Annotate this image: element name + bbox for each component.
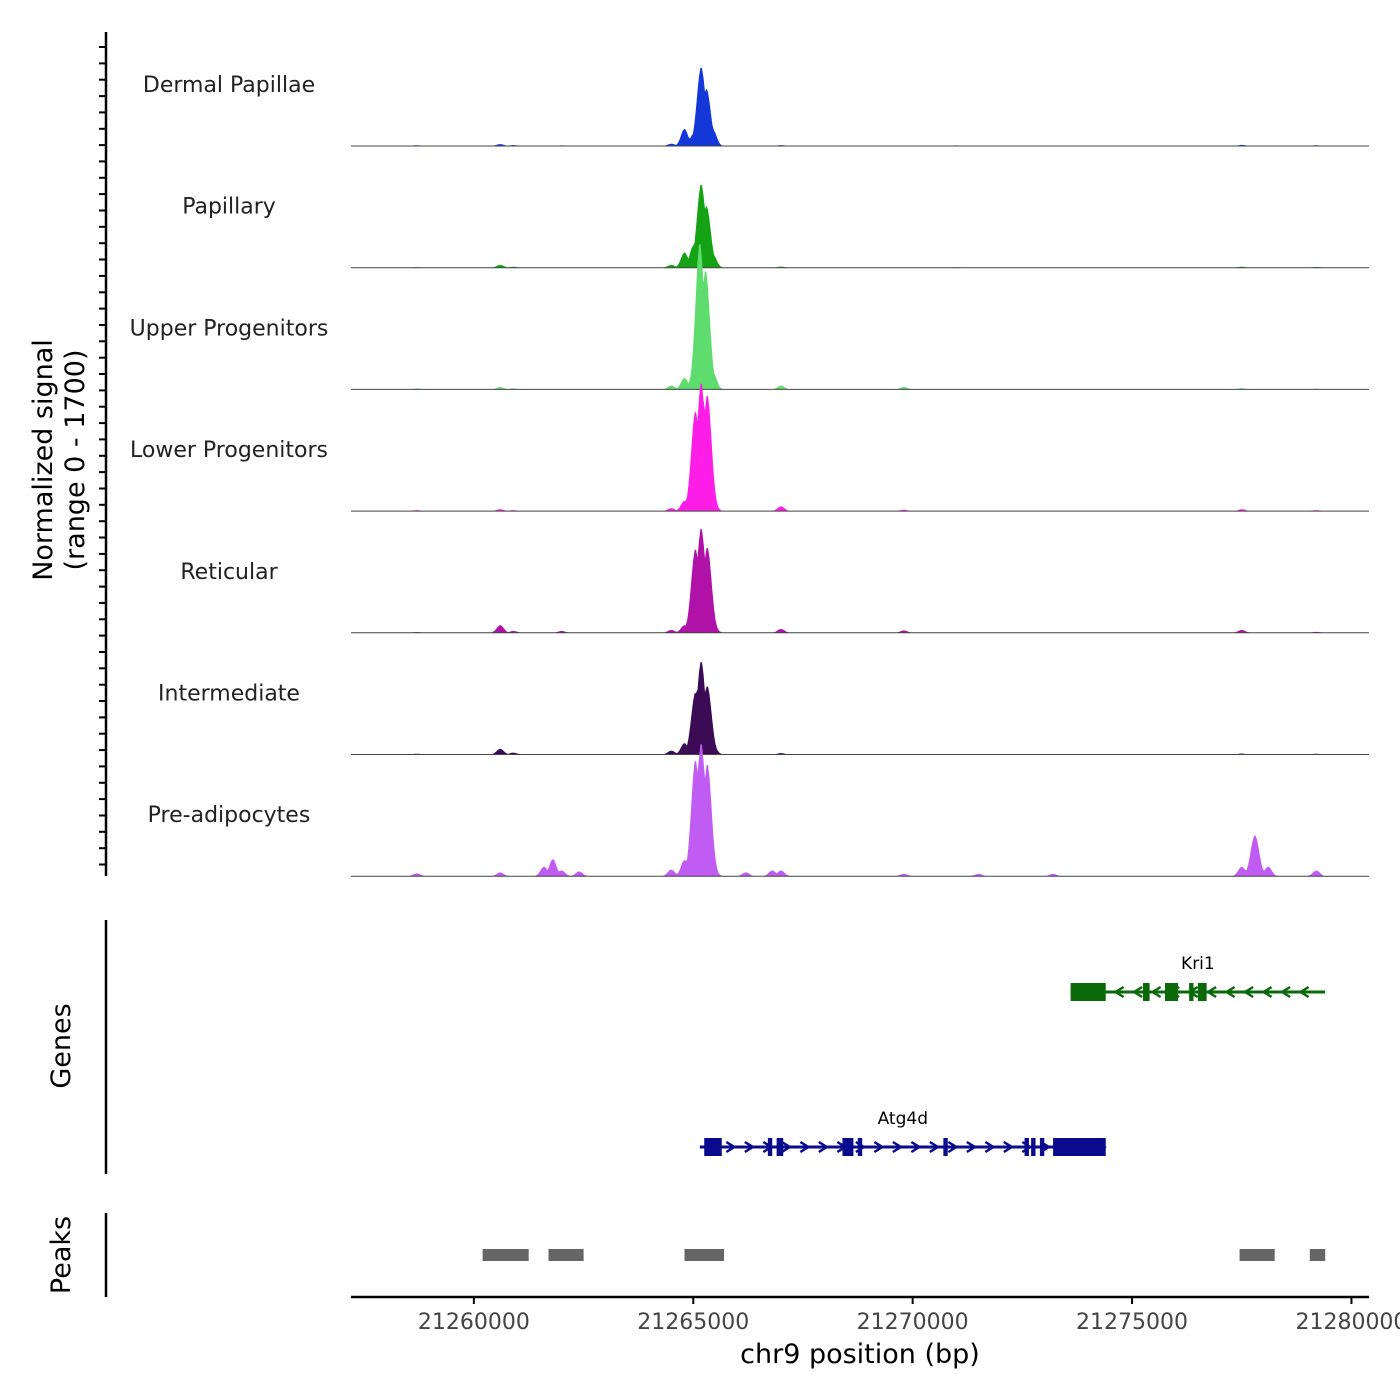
- track-intermediate: Intermediate: [158, 661, 1369, 755]
- strand-arrow: [781, 1140, 793, 1154]
- track-pre-adipocytes: Pre-adipocytes: [148, 743, 1369, 877]
- exon: [704, 1138, 722, 1156]
- signal-area: [351, 661, 1323, 755]
- track-label: Intermediate: [158, 682, 300, 707]
- gene-atg4d: Atg4d: [699, 1109, 1107, 1156]
- strand-arrow: [892, 1140, 904, 1154]
- track-label: Lower Progenitors: [130, 438, 328, 463]
- x-tick-label: 21275000: [1076, 1310, 1188, 1335]
- signal-area: [351, 243, 1323, 390]
- peaks-ylabel: Peaks: [46, 1216, 77, 1294]
- peak-region: [1239, 1249, 1275, 1261]
- track-label: Reticular: [180, 560, 278, 585]
- x-axis-ticks: 21260000 21265000 21270000 21275000 21280000: [418, 1297, 1400, 1335]
- gene-models: Kri1 Atg4d: [699, 954, 1326, 1156]
- exon: [1039, 1138, 1045, 1156]
- strand-arrow: [1150, 985, 1162, 999]
- strand-arrow: [1131, 985, 1143, 999]
- signal-axis: [99, 32, 108, 876]
- exon: [776, 1138, 784, 1156]
- strand-arrow: [1242, 985, 1254, 999]
- exon: [842, 1138, 854, 1156]
- exon: [1143, 983, 1150, 1001]
- x-tick-label: 21270000: [857, 1310, 969, 1335]
- track-label: Pre-adipocytes: [148, 803, 311, 828]
- exon: [1197, 983, 1207, 1001]
- strand-arrow: [910, 1140, 922, 1154]
- track-reticular: Reticular: [180, 528, 1369, 634]
- peak-region: [482, 1249, 529, 1261]
- x-axis-label: chr9 position (bp): [740, 1339, 980, 1370]
- gene-label: Atg4d: [878, 1109, 928, 1129]
- gene-label: Kri1: [1181, 954, 1215, 974]
- exon: [1164, 983, 1179, 1001]
- exon: [1024, 1138, 1029, 1156]
- signal-area: [351, 383, 1323, 512]
- gene-kri1: Kri1: [1070, 954, 1326, 1001]
- strand-arrow: [1224, 985, 1236, 999]
- strand-arrow: [947, 1140, 959, 1154]
- peak-region: [684, 1249, 724, 1261]
- signal-ylabel: Normalized signal (range 0 - 1700): [28, 339, 91, 581]
- x-tick-label: 21280000: [1295, 1310, 1400, 1335]
- signal-area: [351, 184, 1323, 268]
- exon: [1031, 1138, 1036, 1156]
- signal-ylabel-line2: (range 0 - 1700): [60, 350, 91, 571]
- strand-arrow: [818, 1140, 830, 1154]
- strand-arrow: [725, 1140, 737, 1154]
- strand-arrow: [1003, 1140, 1015, 1154]
- exon: [1070, 983, 1106, 1001]
- exon: [1053, 1138, 1106, 1156]
- signal-area: [351, 67, 1323, 146]
- track-dermal-papillae: Dermal Papillae: [143, 67, 1369, 147]
- peak-region: [1309, 1249, 1326, 1261]
- track-upper-progenitors: Upper Progenitors: [130, 243, 1369, 390]
- signal-area: [351, 528, 1323, 633]
- strand-arrow: [1298, 985, 1310, 999]
- strand-arrow: [1113, 985, 1125, 999]
- track-lower-progenitors: Lower Progenitors: [130, 383, 1369, 512]
- exon: [857, 1138, 863, 1156]
- strand-arrow: [873, 1140, 885, 1154]
- strand-arrow: [929, 1140, 941, 1154]
- track-label: Papillary: [182, 195, 276, 220]
- exon: [1189, 983, 1194, 1001]
- strand-arrow: [1205, 985, 1217, 999]
- x-tick-label: 21260000: [418, 1310, 530, 1335]
- signal-area: [351, 743, 1323, 877]
- signal-ylabel-line1: Normalized signal: [28, 339, 59, 581]
- track-papillary: Papillary: [182, 184, 1369, 269]
- strand-arrow: [984, 1140, 996, 1154]
- peak-region: [548, 1249, 584, 1261]
- strand-arrow: [744, 1140, 756, 1154]
- genes-ylabel: Genes: [46, 1003, 77, 1088]
- peak-regions: [482, 1249, 1326, 1261]
- strand-arrow: [799, 1140, 811, 1154]
- strand-arrow: [1261, 985, 1273, 999]
- exon: [767, 1138, 773, 1156]
- x-tick-label: 21265000: [637, 1310, 749, 1335]
- track-label: Dermal Papillae: [143, 73, 315, 98]
- exon: [943, 1138, 948, 1156]
- strand-arrow: [1279, 985, 1291, 999]
- strand-arrow: [966, 1140, 978, 1154]
- track-label: Upper Progenitors: [130, 316, 329, 341]
- signal-tracks: Dermal Papillae Papillary Upper Progenitor…: [130, 67, 1369, 877]
